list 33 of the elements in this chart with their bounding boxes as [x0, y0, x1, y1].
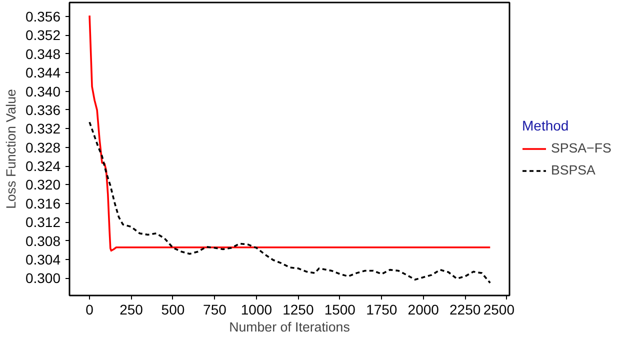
x-tick-label: 1500	[324, 302, 356, 318]
x-tick-label: 2250	[450, 302, 481, 318]
x-tick-label: 1250	[282, 302, 314, 318]
y-tick-label: 0.340	[25, 83, 61, 100]
x-tick-label: 500	[161, 302, 185, 318]
legend-label: BSPSA	[551, 162, 596, 178]
legend-title: Method	[522, 117, 570, 133]
x-tick-label: 2000	[408, 302, 440, 318]
y-tick-label: 0.304	[25, 252, 61, 268]
x-tick-label: 2500	[483, 302, 515, 318]
y-tick-label: 0.324	[25, 158, 61, 174]
y-tick-label: 0.344	[25, 64, 61, 81]
x-tick-label: 1750	[366, 302, 398, 318]
x-tick-label: 1000	[240, 302, 272, 318]
line-series	[88, 121, 492, 284]
y-tick-label: 0.316	[25, 195, 61, 212]
y-tick-label: 0.332	[25, 120, 61, 137]
x-tick-label: 250	[120, 302, 144, 318]
y-tick-label: 0.300	[25, 270, 61, 286]
x-axis-title: Number of Iterations	[229, 320, 350, 334]
y-tick-label: 0.336	[25, 102, 61, 118]
y-tick-label: 0.348	[25, 46, 61, 62]
y-tick-label: 0.320	[25, 176, 61, 193]
y-tick-label: 0.356	[25, 8, 61, 25]
y-axis-title: Loss Function Value	[3, 89, 18, 209]
y-tick-label: 0.308	[25, 232, 61, 249]
legend-label: SPSA−FS	[551, 140, 612, 156]
x-tick-label: 750	[203, 302, 227, 318]
line-series	[88, 14, 492, 252]
y-tick-label: 0.312	[25, 214, 61, 230]
y-tick-label: 0.328	[25, 139, 61, 156]
y-tick-label: 0.352	[25, 27, 61, 44]
x-tick-label: 0	[86, 302, 94, 318]
